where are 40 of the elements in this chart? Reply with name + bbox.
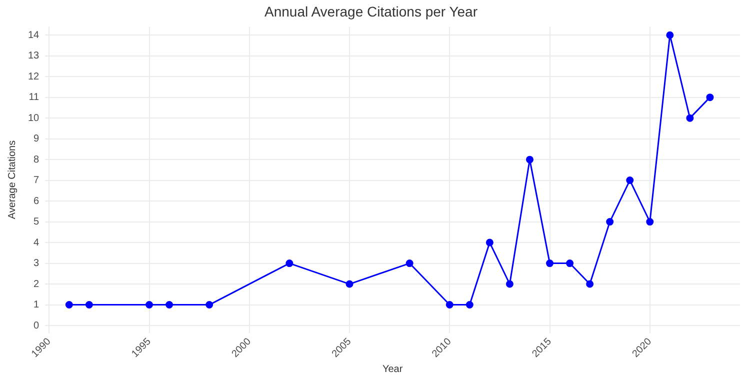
point [666, 31, 674, 39]
point [85, 301, 93, 309]
y-tick-label: 0 [34, 320, 40, 332]
chart-title: Annual Average Citations per Year [264, 3, 478, 20]
y-tick-label: 1 [34, 300, 40, 311]
y-tick-label: 6 [34, 196, 40, 207]
y-tick-label: 12 [28, 71, 40, 82]
point [466, 301, 474, 309]
point [586, 280, 594, 288]
point [546, 260, 554, 268]
point [206, 301, 214, 309]
y-tick-label: 9 [34, 134, 40, 145]
y-tick-label: 2 [34, 278, 40, 290]
point [506, 280, 514, 288]
y-tick-label: 11 [28, 92, 40, 104]
point [166, 301, 174, 309]
y-tick-label: 5 [34, 216, 40, 228]
y-tick-label: 8 [34, 154, 40, 166]
point [346, 280, 354, 288]
point [65, 301, 73, 309]
point [706, 94, 714, 102]
point [146, 301, 154, 309]
y-tick-label: 4 [34, 237, 40, 248]
y-tick-label: 10 [28, 112, 40, 124]
point [686, 114, 694, 122]
point [406, 260, 414, 268]
point [626, 176, 634, 184]
y-tick-label: 14 [28, 30, 40, 41]
point [526, 156, 534, 164]
y-tick-label: 3 [34, 258, 40, 270]
point [606, 218, 614, 226]
point [646, 218, 654, 226]
point [446, 301, 454, 309]
point [286, 260, 294, 268]
y-axis-title: Average Citations [6, 140, 18, 220]
point [486, 238, 494, 246]
x-axis-title: Year [382, 364, 404, 375]
y-tick-label: 13 [28, 50, 40, 62]
point [566, 260, 574, 268]
y-tick-label: 7 [34, 175, 40, 186]
